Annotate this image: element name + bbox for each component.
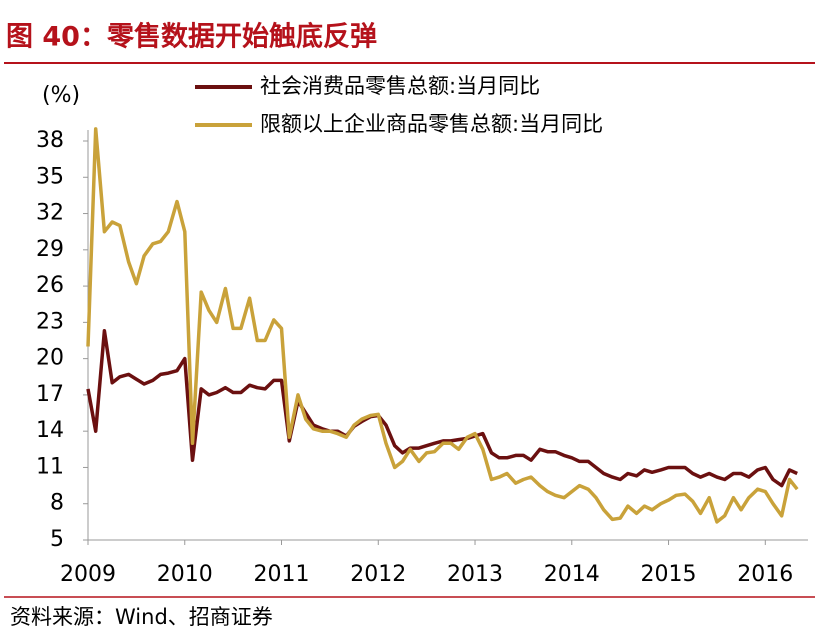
y-tick-label: 5 <box>50 527 64 552</box>
x-tick-label: 2010 <box>157 562 213 587</box>
legend-label: 限额以上企业商品零售总额:当月同比 <box>260 112 603 136</box>
x-tick-label: 2013 <box>447 562 503 587</box>
y-axis-label: (%) <box>42 83 80 108</box>
x-tick-label: 2012 <box>350 562 406 587</box>
y-tick-label: 26 <box>36 273 64 298</box>
x-tick-label: 2009 <box>60 562 116 587</box>
series-line <box>86 127 799 524</box>
source-note: 资料来源：Wind、招商证券 <box>10 605 273 629</box>
y-tick-label: 11 <box>36 454 64 479</box>
x-tick-label: 2011 <box>254 562 310 587</box>
y-tick-label: 35 <box>36 164 64 189</box>
y-tick-label: 38 <box>36 128 64 153</box>
y-tick-label: 14 <box>36 418 64 443</box>
chart-title: 图 40：零售数据开始触底反弹 <box>6 21 377 53</box>
y-tick-label: 32 <box>36 201 64 226</box>
y-tick-label: 20 <box>36 346 64 371</box>
y-tick-label: 17 <box>36 382 64 407</box>
y-tick-label: 23 <box>36 309 64 334</box>
series-line <box>86 329 798 488</box>
y-tick-label: 8 <box>50 491 64 516</box>
y-tick-label: 29 <box>36 237 64 262</box>
x-tick-label: 2015 <box>641 562 697 587</box>
x-tick-label: 2014 <box>544 562 600 587</box>
legend-label: 社会消费品零售总额:当月同比 <box>260 74 540 98</box>
x-tick-label: 2016 <box>737 562 793 587</box>
